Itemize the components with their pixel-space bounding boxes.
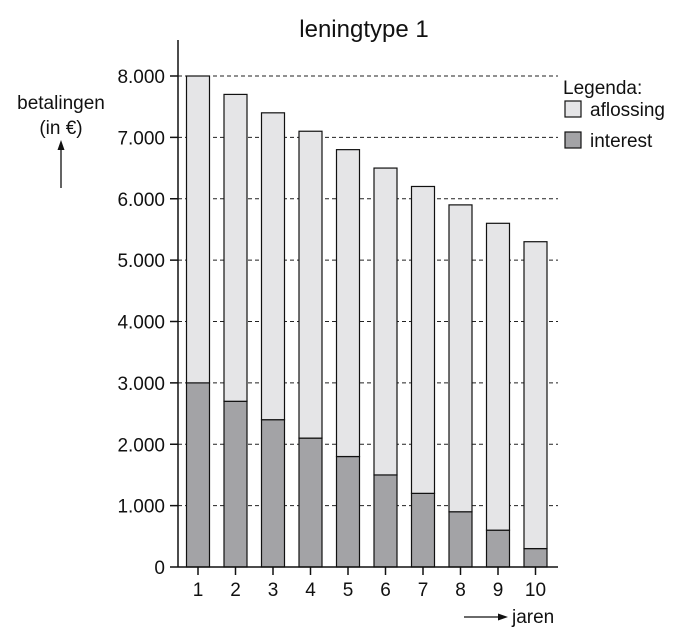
bar-interest [185, 382, 211, 568]
x-tick-label: 1 [193, 580, 204, 601]
y-tick-label: 2.000 [117, 435, 165, 456]
bar-interest [523, 547, 548, 568]
bar-aflossing [335, 149, 361, 458]
legend: Legenda: aflossing interest [563, 78, 665, 152]
x-tick-label: 4 [305, 580, 316, 601]
x-tick-label: 9 [493, 580, 504, 601]
bars [185, 75, 548, 568]
bar-interest [410, 492, 436, 568]
bar-aflossing [485, 222, 511, 531]
bar-aflossing [410, 185, 436, 494]
y-axis-unit: (in €) [39, 118, 82, 139]
x-axis-arrow-icon [464, 613, 508, 621]
y-tick-label: 0 [154, 558, 165, 579]
y-axis-arrow-icon [57, 140, 65, 188]
bar-aflossing [223, 93, 248, 402]
bar-aflossing [373, 167, 398, 476]
y-tick-labels: 0 1.000 2.000 3.000 4.000 5.000 6.000 7.000 8.00… [117, 67, 165, 579]
y-tick-label: 5.000 [117, 251, 165, 272]
bar-interest [373, 474, 398, 568]
x-tick-label: 10 [525, 580, 546, 601]
x-tick-label: 3 [268, 580, 279, 601]
x-tick-label: 7 [418, 580, 429, 601]
bar-aflossing [298, 130, 323, 439]
x-tick-label: 6 [380, 580, 391, 601]
legend-title: Legenda: [563, 78, 642, 99]
bar-interest [223, 400, 248, 568]
x-axis-label: jaren [511, 607, 554, 627]
legend-label-interest: interest [590, 131, 653, 152]
y-tick-label: 1.000 [117, 497, 165, 518]
x-tick-labels: 1 2 3 4 5 6 7 8 9 10 [193, 580, 546, 601]
bar-interest [448, 511, 473, 568]
axes [170, 40, 558, 575]
y-axis-label: betalingen [17, 93, 105, 114]
bar-aflossing [523, 241, 548, 550]
y-tick-label: 7.000 [117, 128, 165, 149]
x-tick-label: 2 [230, 580, 241, 601]
bar-interest [485, 529, 511, 568]
y-tick-label: 8.000 [117, 67, 165, 88]
y-tick-label: 3.000 [117, 374, 165, 395]
bar-interest [335, 455, 361, 568]
y-tick-label: 6.000 [117, 190, 165, 211]
bar-aflossing [185, 75, 211, 384]
legend-swatch-interest [564, 131, 582, 149]
bar-aflossing [260, 112, 286, 421]
y-tick-label: 4.000 [117, 313, 165, 334]
chart-title: leningtype 1 [299, 16, 428, 43]
x-tick-label: 8 [455, 580, 466, 601]
x-tick-label: 5 [343, 580, 354, 601]
bar-interest [260, 419, 286, 568]
legend-swatch-aflossing [564, 100, 582, 118]
bar-interest [298, 437, 323, 568]
legend-label-aflossing: aflossing [590, 100, 665, 121]
bar-aflossing [448, 204, 473, 513]
